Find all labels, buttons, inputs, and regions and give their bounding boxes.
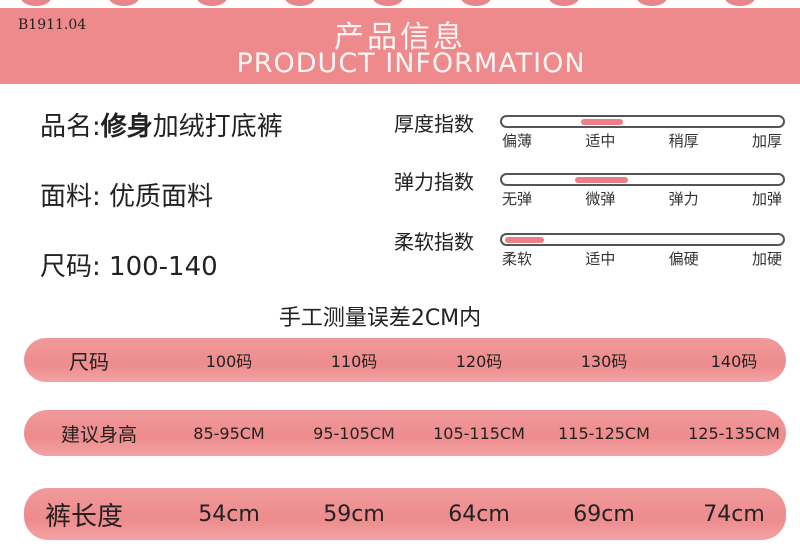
size-label: 尺码: bbox=[40, 252, 101, 282]
table-cell: 120码 bbox=[455, 352, 503, 371]
index-label: 柔软指数 bbox=[394, 230, 474, 254]
header-banner: B1911.04 产品信息 PRODUCT INFORMATION bbox=[0, 8, 800, 84]
table-cell: 95-105CM bbox=[313, 423, 395, 443]
table-cell: 74cm bbox=[703, 501, 765, 527]
fabric: 面料: 优质面料 bbox=[40, 176, 213, 213]
index-tick: 加硬 bbox=[751, 250, 782, 268]
table-row-size: 尺码 100码 110码 120码 130码 140码 bbox=[24, 338, 786, 382]
table-cell: 69cm bbox=[573, 501, 635, 527]
index-fill bbox=[580, 119, 623, 125]
table-cell: 105-115CM bbox=[433, 423, 525, 443]
index-tick: 加厚 bbox=[751, 132, 782, 150]
name-label: 品名: bbox=[40, 112, 101, 142]
size-value: 100-140 bbox=[109, 252, 218, 282]
table-cell: 140码 bbox=[710, 352, 758, 371]
table-cell: 64cm bbox=[448, 501, 510, 527]
index-tick: 无弹 bbox=[502, 190, 533, 208]
index-label: 厚度指数 bbox=[394, 112, 474, 136]
row-header: 建议身高 bbox=[60, 423, 137, 446]
index-tick: 柔软 bbox=[502, 250, 533, 268]
name-rest: 加绒打底裤 bbox=[152, 112, 283, 142]
table-cell: 59cm bbox=[323, 501, 385, 527]
index-tick: 弹力 bbox=[668, 190, 699, 208]
index-tick: 适中 bbox=[585, 250, 616, 268]
table-cell: 125-135CM bbox=[688, 423, 780, 443]
index-fill bbox=[504, 237, 545, 243]
index-label: 弹力指数 bbox=[394, 170, 474, 194]
table-row-height: 建议身高 85-95CM 95-105CM 105-115CM 115-125CM 125… bbox=[24, 410, 786, 456]
name-bold: 修身 bbox=[100, 112, 153, 142]
fabric-label: 面料: bbox=[40, 182, 101, 212]
table-cell: 85-95CM bbox=[193, 423, 265, 443]
row-header: 尺码 bbox=[69, 349, 109, 374]
index-tick: 稍厚 bbox=[668, 132, 699, 150]
index-tick: 微弹 bbox=[585, 190, 616, 208]
row-header: 裤长度 bbox=[44, 501, 123, 532]
index-tick: 偏硬 bbox=[668, 250, 699, 268]
index-ticks: 偏薄 适中 稍厚 加厚 bbox=[502, 130, 792, 151]
index-track bbox=[500, 115, 785, 128]
index-ticks: 柔软 适中 偏硬 加硬 bbox=[502, 248, 792, 269]
product-code: B1911.04 bbox=[18, 17, 87, 33]
table-cell: 54cm bbox=[198, 501, 260, 527]
title-chinese: 产品信息 bbox=[334, 20, 466, 55]
index-track bbox=[500, 173, 785, 186]
table-cell: 130码 bbox=[580, 352, 628, 371]
index-tick: 加弹 bbox=[751, 190, 782, 208]
table-cell: 100码 bbox=[205, 352, 253, 371]
title-english: PRODUCT INFORMATION bbox=[236, 48, 586, 79]
fabric-value: 优质面料 bbox=[109, 182, 214, 212]
table-cell: 110码 bbox=[330, 352, 378, 371]
table-cell: 115-125CM bbox=[558, 423, 650, 443]
index-tick: 偏薄 bbox=[502, 132, 533, 150]
size-range: 尺码: 100-140 bbox=[40, 246, 218, 283]
index-track bbox=[500, 233, 785, 246]
index-tick: 适中 bbox=[585, 132, 616, 150]
table-row-length: 裤长度 54cm 59cm 64cm 69cm 74cm bbox=[24, 488, 786, 540]
measurement-note: 手工测量误差2CM内 bbox=[278, 306, 482, 331]
product-name: 品名:修身加绒打底裤 bbox=[40, 106, 283, 143]
index-ticks: 无弹 微弹 弹力 加弹 bbox=[502, 188, 792, 209]
index-fill bbox=[575, 177, 629, 183]
